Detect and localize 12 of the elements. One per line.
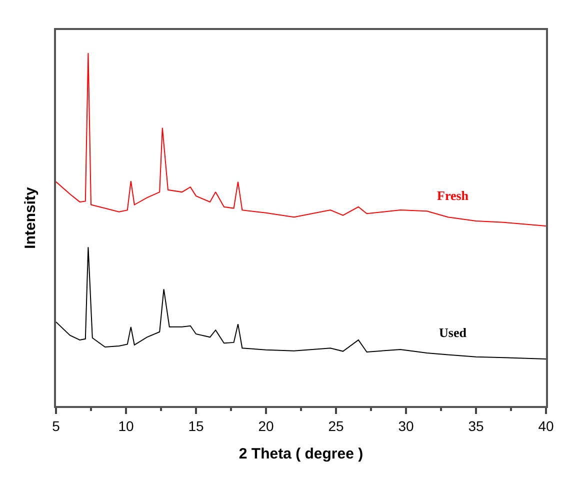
- x-tick-label: 10: [118, 418, 134, 434]
- x-tick-label: 5: [52, 418, 60, 434]
- x-tick-label: 40: [538, 418, 554, 434]
- x-tick-label: 15: [188, 418, 204, 434]
- x-axis-title: 2 Theta ( degree ): [238, 445, 364, 462]
- series-label: Used: [439, 325, 468, 340]
- x-tick-label: 35: [468, 418, 484, 434]
- x-tick-label: 30: [398, 418, 414, 434]
- series-label: Fresh: [437, 188, 470, 203]
- x-tick-label: 20: [258, 418, 274, 434]
- y-axis-title: Intensity: [22, 186, 39, 249]
- x-tick-label: 25: [328, 418, 344, 434]
